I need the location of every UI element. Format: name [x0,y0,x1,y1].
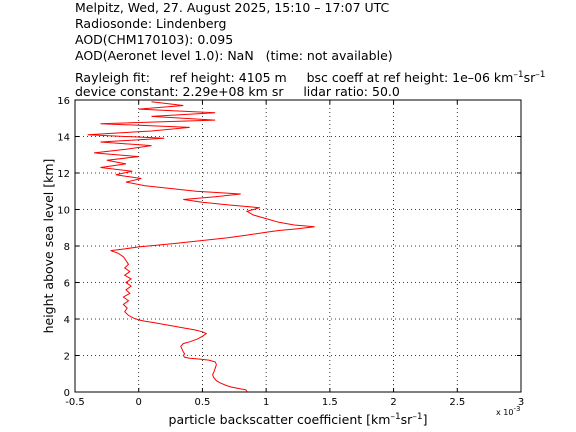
header-line-2: Radiosonde: Lindenberg [75,16,227,31]
header-line-5-sup-2: –1 [535,70,546,80]
header-line-5: Rayleigh fit: ref height: 4105 m bsc coe… [75,68,545,85]
x-tick-label: 1 [263,397,269,408]
y-tick-label: 2 [64,352,70,363]
x-tick-label: 3 [518,397,524,408]
x-tick-label: -0.5 [65,397,85,408]
series-line [87,101,315,392]
y-tick-label: 10 [57,206,70,217]
y-tick-labels: 0 2 4 6 8 10 12 14 16 [57,96,70,399]
header-line-1: Melpitz, Wed, 27. August 2025, 15:10 – 1… [75,0,390,15]
y-tick-label: 4 [64,315,70,326]
x-axis-label: particle backscatter coefficient [km–1sr… [169,412,428,427]
chart-grid [75,100,521,392]
y-tick-label: 12 [57,169,70,180]
chart-ticks [74,99,522,393]
x-tick-label: 1.5 [322,397,338,408]
header-line-5-sup-1: –1 [513,70,524,80]
header-line-5-text-b: sr [523,70,536,86]
x-tick-label: 0 [136,397,142,408]
x-tick-labels: -0.5 0 0.5 1 1.5 2 2.5 3 [65,397,524,408]
x-tick-label: 0.5 [194,397,210,408]
y-tick-label: 14 [57,133,70,144]
x-tick-label: 2.5 [449,397,465,408]
y-tick-label: 6 [64,279,70,290]
y-axis-label: height above sea level [km] [41,159,56,334]
header-line-5-text-a: Rayleigh fit: ref height: 4105 m bsc coe… [75,70,514,86]
x-multiplier: x 10-3 [496,405,520,417]
plot-frame [74,99,522,393]
header-line-3: AOD(CHM170103): 0.095 [75,32,234,47]
header-line-4: AOD(Aeronet level 1.0): NaN (time: not a… [75,48,393,63]
y-tick-label: 8 [64,242,70,253]
y-tick-label: 0 [64,388,70,399]
x-tick-label: 2 [390,397,396,408]
y-tick-label: 16 [57,96,70,107]
header-line-6: device constant: 2.29e+08 km sr lidar ra… [75,84,400,99]
